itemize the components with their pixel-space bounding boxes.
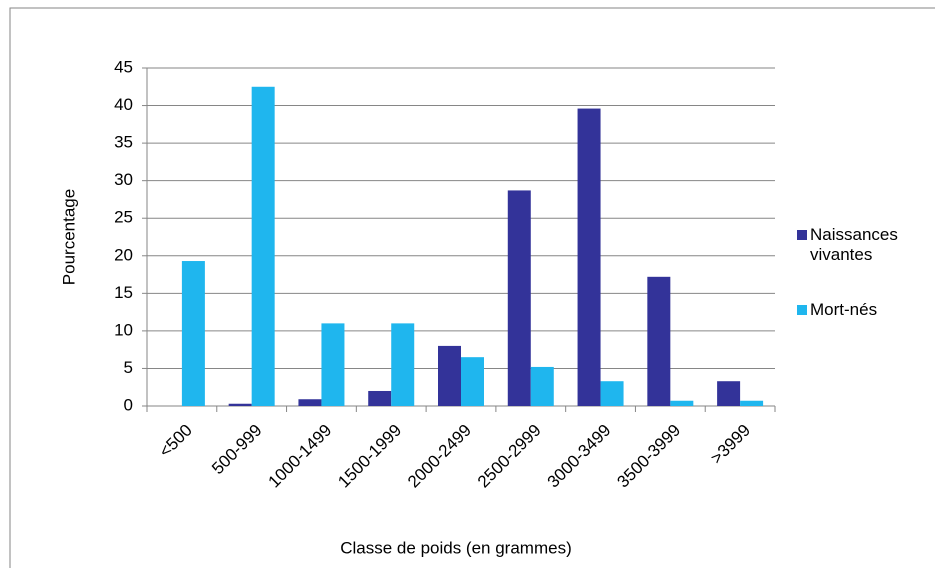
chart-border [9, 7, 935, 568]
bar [507, 190, 531, 406]
legend-item: Mort-nés [797, 300, 935, 320]
y-tick-label: 25 [114, 208, 133, 227]
bar [647, 276, 671, 406]
y-tick-label: 15 [114, 283, 133, 302]
bar [368, 390, 392, 406]
y-tick-label: 0 [124, 395, 133, 414]
bar [438, 345, 461, 406]
x-tick-label: 3000-3499 [544, 421, 615, 492]
x-tick-label: <500 [155, 421, 196, 462]
bar [740, 400, 764, 406]
bar [670, 400, 694, 406]
y-tick-label: 35 [114, 133, 133, 152]
y-tick-label: 20 [114, 245, 133, 264]
bar [461, 357, 484, 406]
bar [391, 323, 415, 406]
x-tick-label: 1500-1999 [334, 421, 405, 492]
bar [228, 403, 252, 406]
legend-swatch [797, 230, 807, 240]
y-tick-label: 40 [114, 95, 133, 114]
y-axis-title: Pourcentage [59, 189, 78, 285]
x-tick-label: 500-999 [208, 421, 266, 479]
x-tick-label: 3500-3999 [613, 421, 684, 492]
x-tick-label: >3999 [707, 421, 754, 468]
bar [181, 261, 205, 406]
x-tick-label: 2500-2999 [474, 421, 545, 492]
bar [251, 86, 275, 407]
y-tick-label: 10 [114, 320, 133, 339]
legend-label: Mort-nés [810, 300, 878, 319]
bar [298, 399, 322, 406]
bar [577, 108, 601, 406]
bar [530, 366, 554, 406]
x-tick-label: 1000-1499 [265, 421, 336, 492]
y-tick-label: 30 [114, 170, 133, 189]
bar [717, 381, 741, 406]
legend-item: Naissances vivantes [797, 225, 935, 265]
bar [600, 381, 624, 406]
bar [321, 323, 345, 406]
y-tick-label: 45 [114, 57, 133, 76]
legend-label: Naissances vivantes [810, 225, 898, 264]
x-axis-title: Classe de poids (en grammes) [340, 538, 571, 557]
y-tick-label: 5 [124, 358, 133, 377]
legend-swatch [797, 305, 807, 315]
x-tick-label: 2000-2499 [404, 421, 475, 492]
